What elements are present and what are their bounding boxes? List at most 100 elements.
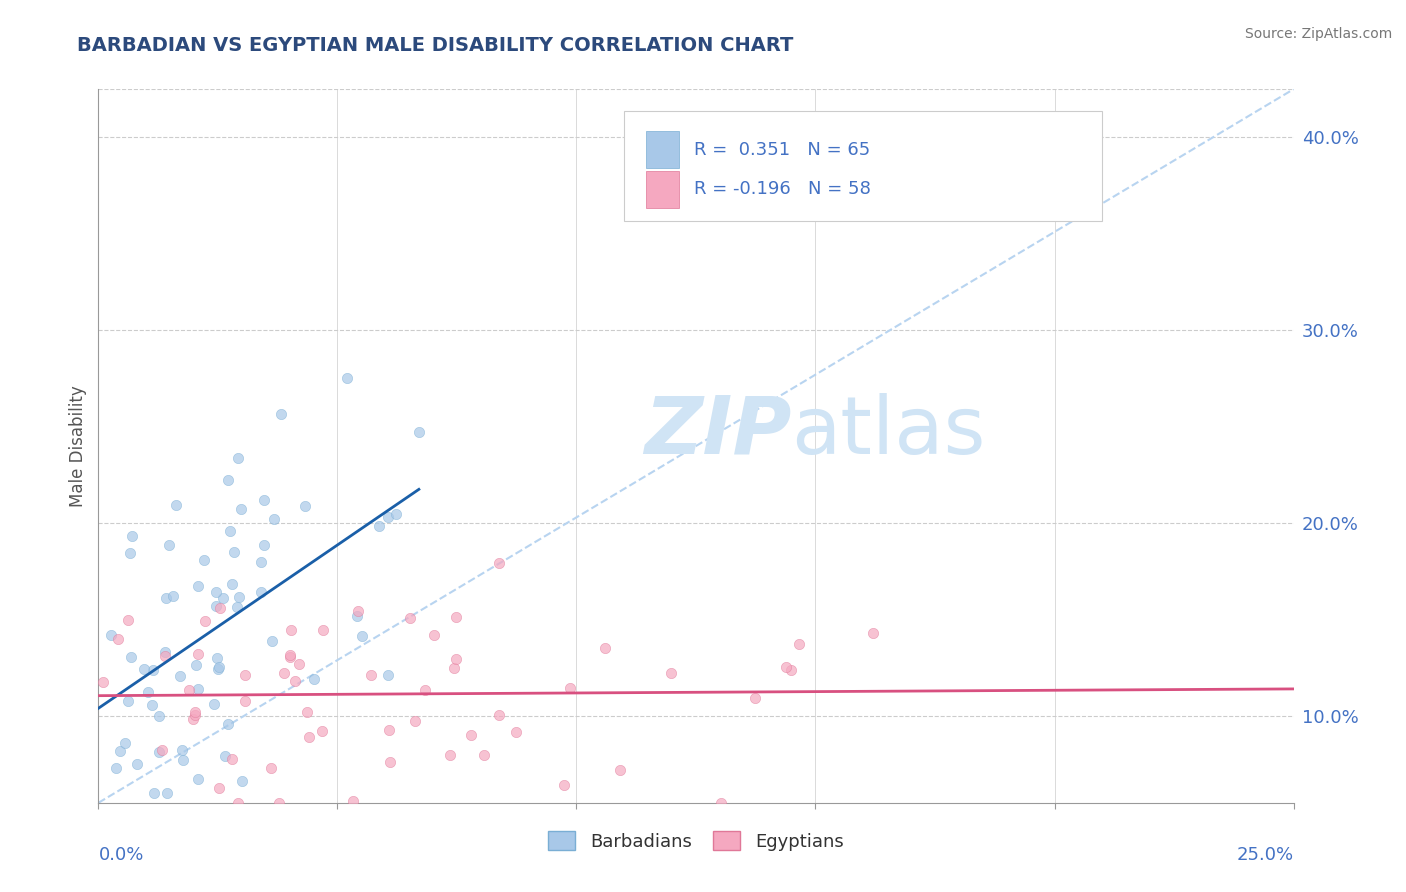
Point xyxy=(142,663,165,677)
Point xyxy=(148,708,170,723)
Point xyxy=(221,752,243,766)
Point xyxy=(222,544,245,558)
Point xyxy=(560,681,582,695)
Point xyxy=(249,584,271,599)
Point xyxy=(346,608,368,623)
Point xyxy=(593,641,616,656)
Point xyxy=(505,724,527,739)
Point xyxy=(744,690,766,705)
Point xyxy=(184,707,207,722)
Text: Source: ZipAtlas.com: Source: ZipAtlas.com xyxy=(1244,27,1392,41)
Point xyxy=(553,778,575,792)
Point xyxy=(862,626,884,640)
Point xyxy=(229,501,252,516)
Point xyxy=(193,553,215,567)
Point xyxy=(181,713,204,727)
Point xyxy=(278,649,301,664)
Point xyxy=(297,730,319,744)
Point xyxy=(217,473,239,487)
Point xyxy=(110,744,132,758)
Point xyxy=(398,611,420,625)
Point xyxy=(423,628,446,642)
Point xyxy=(212,591,235,605)
Point xyxy=(259,761,281,775)
Text: 0.0%: 0.0% xyxy=(98,846,143,863)
Point xyxy=(105,761,128,775)
Point xyxy=(444,610,467,624)
Point xyxy=(100,628,122,642)
Point xyxy=(253,538,276,552)
Point xyxy=(225,600,247,615)
Point xyxy=(205,584,228,599)
Point xyxy=(609,764,631,778)
Point xyxy=(207,662,229,676)
Point xyxy=(360,667,382,681)
Point xyxy=(153,648,176,663)
Point xyxy=(347,604,370,618)
Point xyxy=(156,786,179,800)
Bar xyxy=(645,170,679,208)
Point xyxy=(408,425,430,439)
Point xyxy=(114,736,136,750)
Point xyxy=(205,599,228,613)
Point xyxy=(260,633,283,648)
Point xyxy=(253,493,276,508)
Point xyxy=(226,451,249,466)
Point xyxy=(187,579,209,593)
Point xyxy=(184,706,207,720)
Text: ZIP: ZIP xyxy=(644,392,792,471)
Point xyxy=(378,723,401,738)
Point xyxy=(278,648,301,662)
Point xyxy=(312,624,335,638)
Point xyxy=(284,673,307,688)
Point xyxy=(187,772,209,786)
Point xyxy=(187,681,209,696)
Point xyxy=(136,684,159,698)
Point xyxy=(270,407,292,421)
Point xyxy=(710,796,733,810)
Point xyxy=(775,660,797,674)
Point xyxy=(404,714,426,728)
Point xyxy=(165,498,187,512)
Point xyxy=(207,659,229,673)
Point xyxy=(121,529,143,543)
Point xyxy=(172,753,194,767)
Point xyxy=(169,668,191,682)
Point xyxy=(184,657,207,672)
Point xyxy=(187,648,209,662)
Point xyxy=(162,589,184,603)
Point xyxy=(153,645,176,659)
Point xyxy=(231,774,253,789)
Point xyxy=(350,629,373,643)
Point xyxy=(148,745,170,759)
Point xyxy=(367,519,389,533)
Point xyxy=(659,665,682,680)
Point xyxy=(217,717,239,731)
Point xyxy=(311,724,333,739)
Point xyxy=(226,796,249,810)
Point xyxy=(233,694,256,708)
Point xyxy=(294,499,316,513)
Point xyxy=(218,524,240,538)
Point xyxy=(202,697,225,711)
Point xyxy=(302,672,325,686)
Point xyxy=(780,663,803,677)
Bar xyxy=(645,131,679,169)
Point xyxy=(142,786,165,800)
Point xyxy=(177,683,200,698)
Point xyxy=(157,538,180,552)
Point xyxy=(107,632,129,646)
Point xyxy=(336,371,359,385)
Point xyxy=(439,748,461,763)
Point xyxy=(209,600,232,615)
Point xyxy=(141,698,163,712)
Legend: Barbadians, Egyptians: Barbadians, Egyptians xyxy=(541,824,851,858)
Point xyxy=(117,613,139,627)
Point xyxy=(273,665,295,680)
Text: BARBADIAN VS EGYPTIAN MALE DISABILITY CORRELATION CHART: BARBADIAN VS EGYPTIAN MALE DISABILITY CO… xyxy=(77,36,794,54)
Point xyxy=(295,705,318,719)
Point xyxy=(125,757,148,772)
Point xyxy=(443,661,465,675)
Point xyxy=(444,652,467,666)
Point xyxy=(280,624,302,638)
